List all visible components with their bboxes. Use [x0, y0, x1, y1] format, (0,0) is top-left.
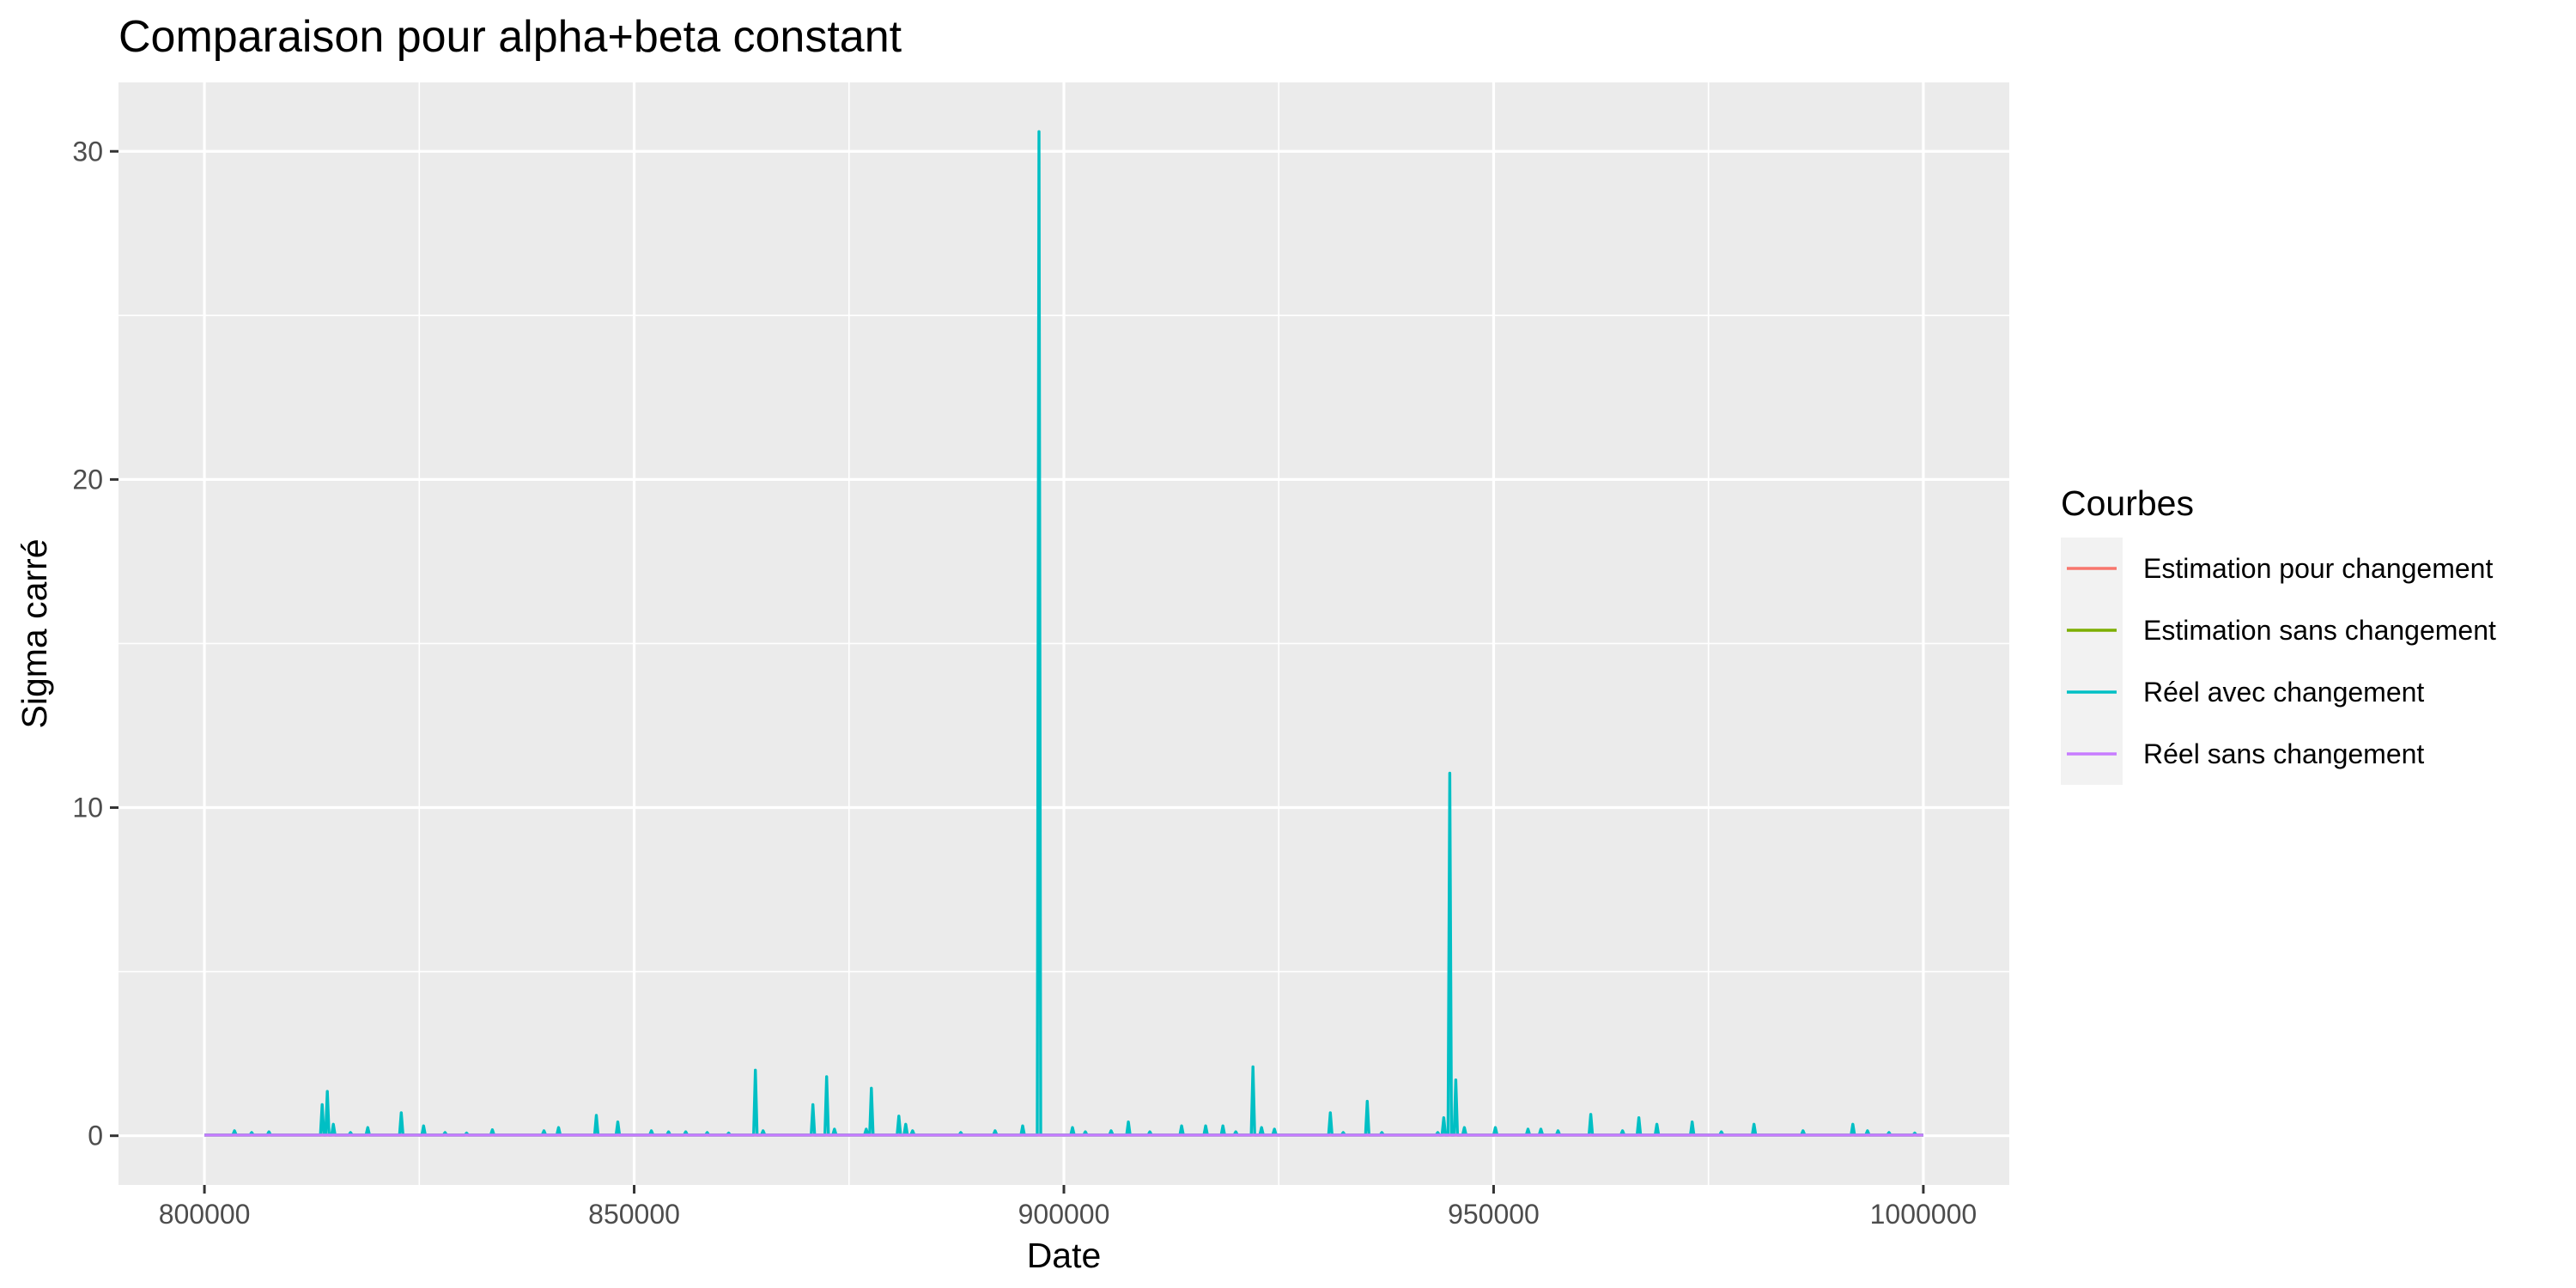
- x-tick-label: 900000: [1018, 1199, 1110, 1230]
- legend-label: Estimation sans changement: [2143, 615, 2496, 646]
- series-layer: [204, 130, 1923, 1137]
- legend-label: Réel avec changement: [2143, 677, 2424, 708]
- y-tick-label: 10: [72, 793, 103, 823]
- x-tick-label: 950000: [1448, 1199, 1540, 1230]
- y-axis-title: Sigma carré: [15, 538, 54, 728]
- grid-major: [118, 82, 2009, 1185]
- x-axis: 800000 850000 900000 950000 1000000: [159, 1185, 1977, 1230]
- legend-items: Estimation pour changement Estimation san…: [2061, 538, 2496, 785]
- legend-title: Courbes: [2061, 483, 2194, 523]
- y-tick-label: 20: [72, 464, 103, 495]
- legend: Courbes Estimation pour changementEstima…: [2061, 483, 2496, 785]
- legend-label: Estimation pour changement: [2143, 553, 2493, 584]
- x-axis-title: Date: [1027, 1236, 1102, 1275]
- x-tick-label: 1000000: [1870, 1199, 1978, 1230]
- x-tick-label: 800000: [159, 1199, 251, 1230]
- y-tick-label: 30: [72, 136, 103, 167]
- y-axis: 0 10 20 30: [72, 136, 118, 1151]
- legend-label: Réel sans changement: [2143, 738, 2424, 769]
- chart-title: Comparaison pour alpha+beta constant: [118, 12, 902, 62]
- x-tick-label: 850000: [588, 1199, 680, 1230]
- y-tick-label: 0: [88, 1121, 103, 1151]
